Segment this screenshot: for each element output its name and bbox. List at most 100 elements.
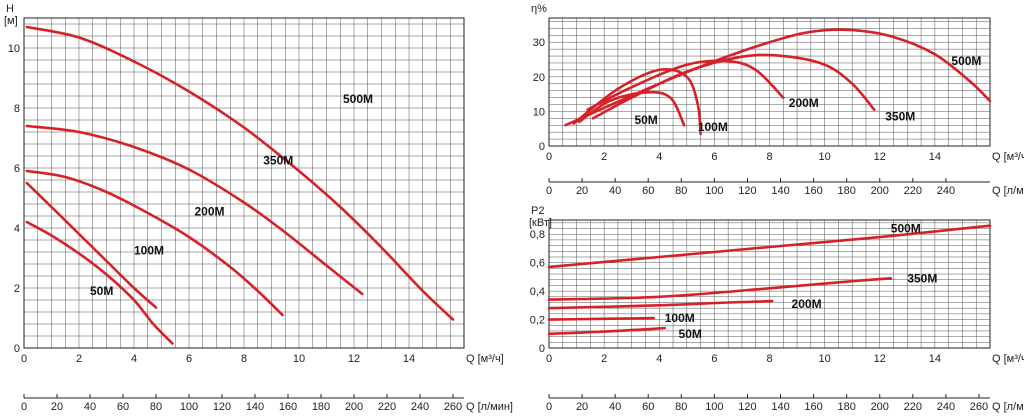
series-label-350M: 350M <box>263 154 293 168</box>
series-350M: 350M <box>25 124 364 296</box>
secondary-x-axis-head: 0 20 40 60 80 100 120 140 160 180 200 220 240 260 Q [л… <box>21 394 513 413</box>
grid-head <box>23 18 465 349</box>
x-tick-label: 6 <box>711 151 717 163</box>
secondary-x-tick-label: 220 <box>904 401 922 413</box>
series-500M: 500M <box>564 28 992 127</box>
x-tick-label: 4 <box>131 353 137 365</box>
series-500M: 500M <box>547 222 992 269</box>
x-axis-label: Q [м³/ч] <box>992 353 1024 365</box>
series-200M: 200M <box>25 169 284 317</box>
y-tick-label: 20 <box>533 72 545 84</box>
secondary-x-tick-label: 20 <box>576 401 588 413</box>
curve-200M <box>547 299 774 310</box>
x-tick-label: 14 <box>403 353 415 365</box>
series-label-50M: 50M <box>679 327 702 341</box>
series-label-100M: 100M <box>665 311 695 325</box>
secondary-x-axis-power: 0 20 40 60 80 100 120 140 160 180 200 220 240 260 Q [л… <box>546 394 1024 413</box>
curve-500M <box>564 28 992 127</box>
x-tick-label: 8 <box>241 353 247 365</box>
secondary-x-tick-label: 40 <box>609 401 621 413</box>
secondary-x-tick-label: 100 <box>705 401 723 413</box>
y-tick-label: 10 <box>8 43 20 55</box>
secondary-x-axis-label: Q [л/мин] <box>992 185 1024 197</box>
y-tick-label: 10 <box>533 106 545 118</box>
secondary-x-tick-label: 140 <box>771 401 789 413</box>
secondary-x-tick-label: 100 <box>180 401 198 413</box>
secondary-x-tick-label: 260 <box>444 401 462 413</box>
series-50M: 50M <box>25 220 174 345</box>
curve-100M <box>547 316 655 321</box>
series-label-350M: 350M <box>907 271 937 285</box>
secondary-x-tick-label: 40 <box>609 185 621 197</box>
x-tick-label: 12 <box>874 353 886 365</box>
y-tick-label: 0 <box>539 141 545 153</box>
secondary-x-tick-label: 140 <box>246 401 264 413</box>
secondary-x-tick-label: 120 <box>213 401 231 413</box>
secondary-x-tick-label: 100 <box>705 185 723 197</box>
x-tick-label: 8 <box>766 151 772 163</box>
y-axis-unit: [м] <box>4 15 18 27</box>
series-100M: 100M <box>25 181 164 309</box>
secondary-x-tick-label: 140 <box>771 185 789 197</box>
secondary-x-tick-label: 220 <box>904 185 922 197</box>
x-tick-label: 8 <box>766 353 772 365</box>
y-tick-label: 0 <box>539 343 545 355</box>
y-tick-label: 0 <box>14 343 20 355</box>
x-tick-label: 12 <box>348 353 360 365</box>
series-label-200M: 200M <box>195 205 225 219</box>
series-label-200M: 200M <box>792 297 822 311</box>
series-200M: 200M <box>547 297 822 311</box>
secondary-x-tick-label: 80 <box>675 185 687 197</box>
series-100M: 100M <box>572 68 728 136</box>
curve-500M <box>25 25 455 321</box>
secondary-x-tick-label: 0 <box>546 401 552 413</box>
x-tick-label: 14 <box>929 353 941 365</box>
plot-frame-efficiency <box>548 17 991 147</box>
series-50M: 50M <box>547 327 702 341</box>
secondary-x-tick-label: 180 <box>837 401 855 413</box>
secondary-x-tick-label: 60 <box>117 401 129 413</box>
secondary-x-tick-label: 40 <box>84 401 96 413</box>
y-tick-label: 6 <box>14 163 20 175</box>
series-label-500M: 500M <box>951 54 981 68</box>
series-350M: 350M <box>547 271 937 301</box>
series-label-500M: 500M <box>343 92 373 106</box>
x-tick-label: 0 <box>546 353 552 365</box>
secondary-x-tick-label: 240 <box>937 185 955 197</box>
x-tick-label: 2 <box>76 353 82 365</box>
secondary-x-tick-label: 80 <box>675 401 687 413</box>
curve-200M <box>25 169 284 317</box>
plot-frame-power <box>548 219 991 349</box>
series-label-100M: 100M <box>134 244 164 258</box>
secondary-x-tick-label: 160 <box>804 185 822 197</box>
y-tick-label: 4 <box>14 223 20 235</box>
x-tick-label: 0 <box>21 353 27 365</box>
y-axis-label: η% <box>531 3 547 15</box>
y-tick-label: 0,2 <box>530 315 545 327</box>
secondary-x-tick-label: 20 <box>576 185 588 197</box>
series-500M: 500M <box>25 25 455 321</box>
curve-100M <box>572 68 702 136</box>
secondary-x-tick-label: 60 <box>642 401 654 413</box>
secondary-x-tick-label: 120 <box>738 401 756 413</box>
secondary-x-tick-label: 160 <box>279 401 297 413</box>
series-label-500M: 500M <box>891 222 921 236</box>
secondary-x-tick-label: 200 <box>871 185 889 197</box>
secondary-x-tick-label: 200 <box>871 401 889 413</box>
curve-50M <box>25 220 174 345</box>
secondary-x-axis-efficiency: 0 20 40 60 80 100 120 140 160 180 200 220 240 Q [л/ми… <box>546 178 1024 197</box>
series-label-50M: 50M <box>634 113 657 127</box>
series-100M: 100M <box>547 311 695 325</box>
x-tick-label: 6 <box>186 353 192 365</box>
secondary-x-axis-label: Q [л/мин] <box>992 401 1024 413</box>
y-tick-label: 0,4 <box>530 286 545 298</box>
x-tick-label: 2 <box>601 151 607 163</box>
x-tick-label: 10 <box>819 353 831 365</box>
secondary-x-tick-label: 160 <box>804 401 822 413</box>
curve-100M <box>25 181 158 309</box>
y-tick-label: 0,6 <box>530 258 545 270</box>
